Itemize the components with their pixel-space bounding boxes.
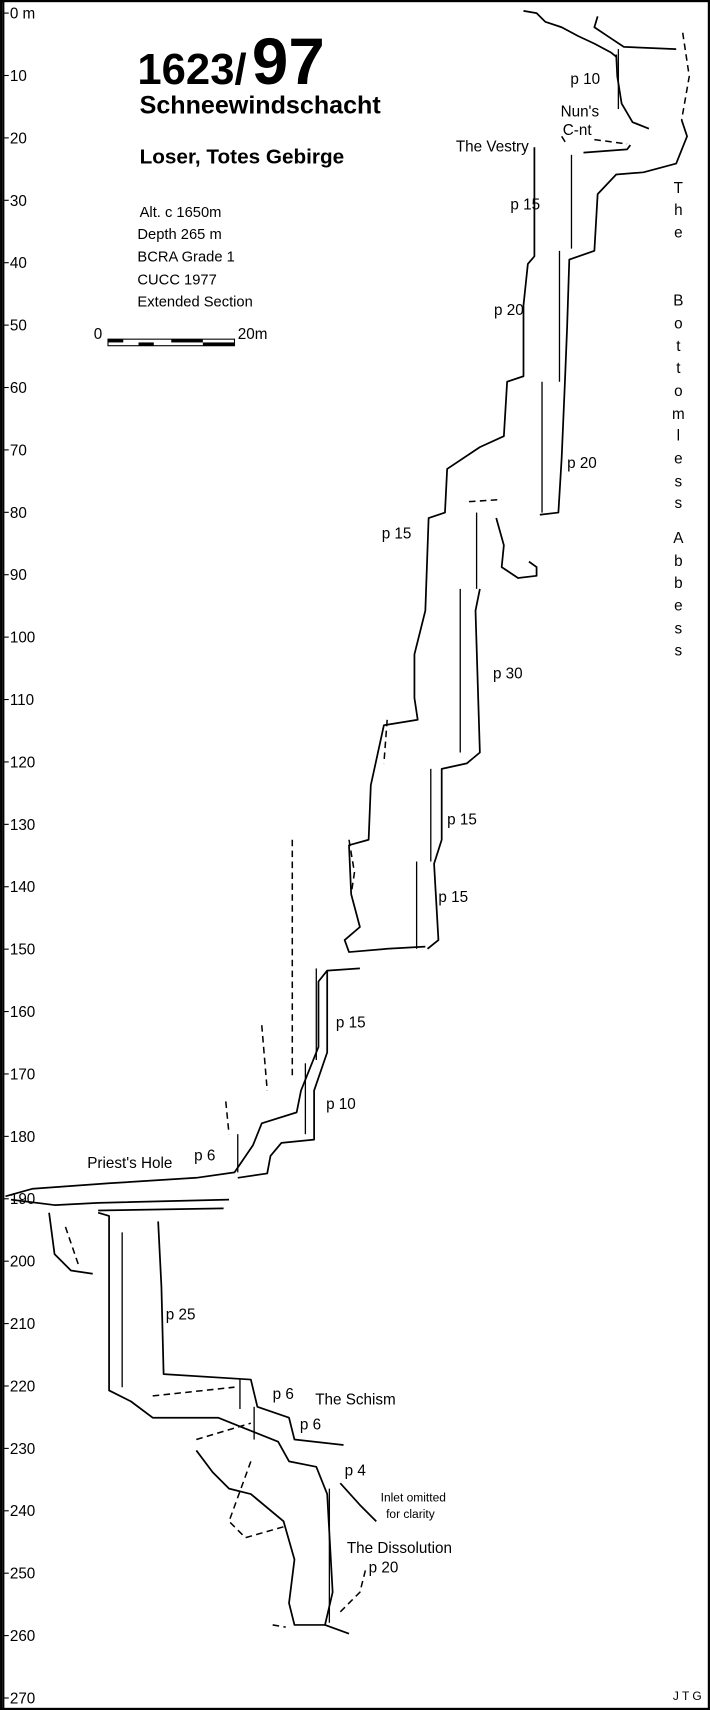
info-club: CUCC 1977 <box>137 273 216 289</box>
label-pitch: p 15 <box>447 811 477 828</box>
axis-tick-label: 150 <box>10 942 35 959</box>
label-pitch: p 4 <box>345 1463 367 1480</box>
axis-tick-label: 140 <box>10 879 35 896</box>
author-initials: J T G <box>673 1689 702 1703</box>
side-label-letter: o <box>674 315 682 332</box>
axis-tick-label: 170 <box>10 1066 35 1083</box>
label-pitch: p 15 <box>382 526 412 543</box>
side-label-letter: h <box>674 202 682 219</box>
axis-tick-label: 10 <box>10 68 27 85</box>
side-label-letter: l <box>677 428 680 445</box>
label-pitch: p 20 <box>494 302 524 319</box>
label-inlet: Inlet omitted <box>381 1491 446 1505</box>
side-label-letter: o <box>674 383 682 400</box>
info-section: Extended Section <box>137 294 252 310</box>
axis-tick-label: 90 <box>10 567 27 584</box>
side-label-letter: t <box>676 360 681 377</box>
label-priests-hole: Priest's Hole <box>87 1155 172 1172</box>
pitch-lines <box>121 49 620 1623</box>
cave-name: Schneewindschacht <box>140 91 382 119</box>
axis-tick-label: 220 <box>10 1378 35 1395</box>
cave-location: Loser, Totes Gebirge <box>140 146 345 169</box>
label-pitch: p 20 <box>369 1560 399 1577</box>
axis-tick-label: 160 <box>10 1004 35 1021</box>
label-schism: The Schism <box>315 1392 396 1409</box>
axis-tick-label: 20 <box>10 130 27 147</box>
axis-tick-label: 110 <box>10 692 34 709</box>
side-label-letter: e <box>674 225 682 242</box>
axis-tick-label: 100 <box>10 630 35 647</box>
side-label-letter: s <box>675 473 683 490</box>
info-grade: BCRA Grade 1 <box>137 250 234 266</box>
side-label-letter: B <box>673 292 683 309</box>
info-depth: Depth 265 m <box>137 227 221 243</box>
axis-tick-label: 270 <box>10 1690 35 1707</box>
side-label-letter: A <box>673 530 684 547</box>
axis-tick-label: 260 <box>10 1628 35 1645</box>
side-label-letter: e <box>674 450 682 467</box>
axis-tick-label: 40 <box>10 255 27 272</box>
axis-tick-label: 200 <box>10 1254 35 1271</box>
label-p10-top: p 10 <box>570 71 600 88</box>
axis-tick-label: 120 <box>10 754 35 771</box>
axis-tick-label: 80 <box>10 505 27 522</box>
axis-tick-label: 210 <box>10 1316 35 1333</box>
survey-number-prefix: 1623/ <box>137 46 246 94</box>
side-label-letter: t <box>676 338 681 355</box>
label-pitch: p 25 <box>166 1307 196 1324</box>
label-pitch: p 15 <box>438 889 468 906</box>
side-label-letter: m <box>672 406 685 423</box>
label-pitch: p 6 <box>300 1417 321 1434</box>
label-inlet-note: for clarity <box>386 1507 435 1521</box>
scale-end: 20m <box>238 326 268 343</box>
label-cnt: C-nt <box>563 122 593 139</box>
side-label-letter: s <box>675 642 683 659</box>
axis-tick-label: 0 m <box>10 6 35 23</box>
side-label-letter: T <box>674 180 683 197</box>
axis-tick-label: 70 <box>10 442 27 459</box>
depth-axis: 0 m 10 20 30 40 50 60 70 80 90 100 110 120 130 140 150 1… <box>2 0 35 1710</box>
axis-tick-label: 30 <box>10 193 27 210</box>
axis-tick-label: 190 <box>10 1191 35 1208</box>
side-label-letter: e <box>674 598 682 615</box>
label-pitch: p 20 <box>567 455 597 472</box>
cave-outline <box>5 10 691 1635</box>
axis-tick-label: 240 <box>10 1503 35 1520</box>
label-vestry: The Vestry <box>456 139 529 156</box>
info-altitude: Alt. c 1650m <box>140 205 222 221</box>
side-label-letter: s <box>675 621 683 638</box>
side-label-letter: s <box>675 495 683 512</box>
scale-bar: 0 20m <box>94 326 268 347</box>
survey-number-main: 97 <box>252 25 325 98</box>
axis-tick-label: 50 <box>10 318 27 335</box>
scale-start: 0 <box>94 326 102 343</box>
axis-tick-label: 60 <box>10 380 27 397</box>
label-pitch: p 6 <box>194 1147 215 1164</box>
side-label-letter: b <box>674 575 682 592</box>
label-dissolution: The Dissolution <box>347 1540 452 1557</box>
label-pitch: p 6 <box>273 1386 294 1403</box>
label-pitch: p 10 <box>326 1096 356 1113</box>
side-label-letter: b <box>674 553 682 570</box>
label-pitch: p 15 <box>336 1014 366 1031</box>
label-pitch: p 30 <box>493 665 523 682</box>
axis-tick-label: 180 <box>10 1129 35 1146</box>
axis-tick-label: 230 <box>10 1441 35 1458</box>
axis-tick-label: 250 <box>10 1566 35 1583</box>
axis-tick-label: 130 <box>10 817 35 834</box>
label-nuns: Nun's <box>561 104 600 121</box>
label-pitch: p 15 <box>510 196 540 213</box>
